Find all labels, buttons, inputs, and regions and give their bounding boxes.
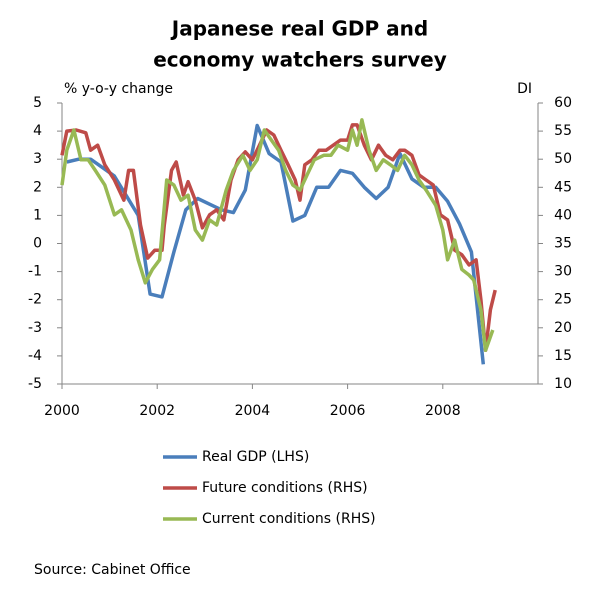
series-line bbox=[60, 118, 495, 353]
y-tick-label: -3 bbox=[28, 320, 42, 336]
y-tick-label: -1 bbox=[28, 264, 42, 280]
y-tick-label: -4 bbox=[28, 348, 42, 364]
y2-tick-label: 50 bbox=[554, 151, 572, 167]
x-tick-label: 2000 bbox=[44, 403, 80, 419]
y2-tick-label: 40 bbox=[554, 207, 572, 223]
y2-tick-label: 30 bbox=[554, 264, 572, 280]
y-tick-label: -2 bbox=[28, 292, 42, 308]
y-tick-label: 2 bbox=[33, 179, 42, 195]
y2-tick-label: 60 bbox=[554, 95, 572, 111]
y2-tick-label: 10 bbox=[554, 376, 572, 392]
legend-label: Real GDP (LHS) bbox=[202, 449, 309, 465]
y-tick-label: 3 bbox=[33, 151, 42, 167]
legend-label: Future conditions (RHS) bbox=[202, 480, 368, 496]
y2-axis-label: DI bbox=[517, 81, 532, 97]
x-tick-label: 2006 bbox=[330, 403, 366, 419]
y2-tick-label: 35 bbox=[554, 236, 572, 252]
y-tick-label: 4 bbox=[33, 123, 42, 139]
chart-title: Japanese real GDP and bbox=[170, 17, 428, 41]
x-tick-label: 2008 bbox=[425, 403, 461, 419]
legend-label: Current conditions (RHS) bbox=[202, 511, 376, 527]
y2-tick-label: 55 bbox=[554, 123, 572, 139]
x-tick-label: 2002 bbox=[139, 403, 175, 419]
y-tick-label: 1 bbox=[33, 207, 42, 223]
y2-tick-label: 15 bbox=[554, 348, 572, 364]
y2-tick-label: 25 bbox=[554, 292, 572, 308]
y2-tick-label: 20 bbox=[554, 320, 572, 336]
y-tick-label: -5 bbox=[28, 376, 42, 392]
y-axis-label: % y-o-y change bbox=[64, 81, 173, 97]
series-line bbox=[60, 123, 497, 353]
y-tick-label: 5 bbox=[33, 95, 42, 111]
series-line bbox=[66, 123, 486, 365]
y-tick-label: 0 bbox=[33, 236, 42, 252]
chart-title: economy watchers survey bbox=[153, 48, 447, 72]
y2-tick-label: 45 bbox=[554, 179, 572, 195]
source: Source: Cabinet Office bbox=[34, 562, 191, 578]
x-tick-label: 2004 bbox=[235, 403, 271, 419]
